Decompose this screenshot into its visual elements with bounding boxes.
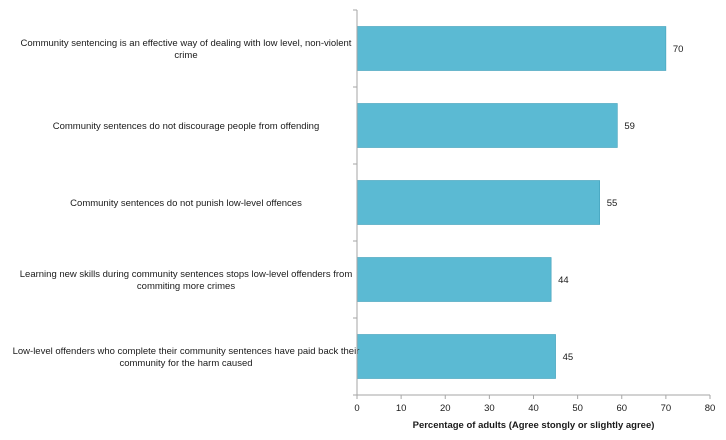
x-tick-label: 70: [661, 403, 672, 414]
bars-group: [356, 26, 667, 379]
bar-5: [356, 334, 556, 379]
category-label-line: Community sentences do not punish low-le…: [70, 198, 302, 209]
category-labels: Community sentencing is an effective way…: [13, 38, 360, 369]
category-label-1: Community sentencing is an effective way…: [21, 38, 352, 61]
data-label-1: 70: [673, 44, 684, 55]
category-label-line: community for the harm caused: [119, 358, 252, 369]
data-label-4: 44: [558, 275, 569, 286]
category-label-line: Learning new skills during community sen…: [20, 269, 353, 280]
data-label-5: 45: [563, 352, 574, 363]
x-tick-label: 40: [528, 403, 539, 414]
x-tick-label: 10: [396, 403, 407, 414]
category-label-line: crime: [174, 50, 197, 61]
category-label-line: Low-level offenders who complete their c…: [13, 346, 360, 357]
data-label-2: 59: [624, 121, 635, 132]
x-tick-label: 60: [616, 403, 627, 414]
bar-4: [356, 257, 552, 302]
x-axis-title: Percentage of adults (Agree stongly or s…: [413, 420, 655, 431]
x-tick-label: 50: [572, 403, 583, 414]
category-label-5: Low-level offenders who complete their c…: [13, 346, 360, 369]
x-tick-label: 30: [484, 403, 495, 414]
data-labels: 70 59 55 44 45: [558, 44, 683, 363]
x-tick-label: 20: [440, 403, 451, 414]
x-axis-ticks: 0 10 20 30 40 50 60 70 80: [353, 9, 716, 414]
category-label-3: Community sentences do not punish low-le…: [70, 198, 302, 209]
bar-2: [356, 103, 618, 148]
category-label-line: Community sentences do not discourage pe…: [53, 121, 320, 132]
x-tick-label: 0: [354, 403, 359, 414]
category-label-line: commiting more crimes: [137, 281, 235, 292]
category-label-2: Community sentences do not discourage pe…: [53, 121, 320, 132]
bar-3: [356, 180, 600, 225]
bar-1: [356, 26, 667, 71]
data-label-3: 55: [607, 198, 618, 209]
x-tick-label: 80: [705, 403, 716, 414]
category-label-line: Community sentencing is an effective way…: [21, 38, 352, 49]
category-label-4: Learning new skills during community sen…: [20, 269, 353, 292]
